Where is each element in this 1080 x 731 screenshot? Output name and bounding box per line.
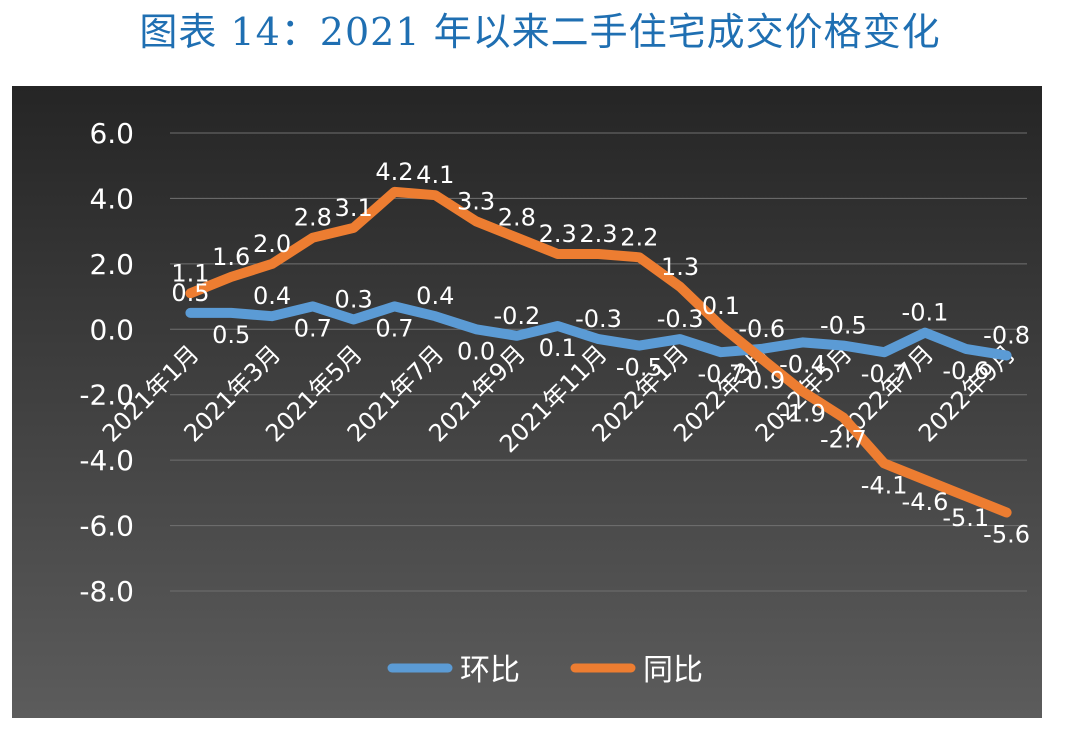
data-label: 3.1 <box>335 194 373 222</box>
data-label: -5.1 <box>942 504 989 532</box>
data-label: 4.2 <box>375 158 413 186</box>
data-label: 4.1 <box>416 161 454 189</box>
legend-label-mom: 环比 <box>460 653 520 688</box>
data-label: -4.6 <box>902 488 949 516</box>
y-axis-ticks: 6.0 4.0 2.0 0.0 -2.0 -4.0 -6.0 -8.0 <box>79 117 134 608</box>
data-label: 0.1 <box>539 334 577 362</box>
legend-label-yoy: 同比 <box>643 653 703 688</box>
y-tick-label: 0.0 <box>89 313 134 346</box>
data-label: 2.8 <box>294 204 332 232</box>
gridlines <box>170 132 1027 592</box>
data-label: 2.0 <box>253 230 291 258</box>
data-label: -0.9 <box>738 367 785 395</box>
y-tick-label: 6.0 <box>89 117 134 150</box>
series-line-mom <box>185 301 1012 361</box>
data-label: 0.1 <box>702 292 740 320</box>
y-tick-label: 2.0 <box>89 248 134 281</box>
data-label: 2.8 <box>498 204 536 232</box>
y-tick-label: -4.0 <box>79 444 134 477</box>
data-label: -4.1 <box>861 471 908 499</box>
data-label: 3.3 <box>457 187 495 215</box>
data-label: 2.3 <box>579 220 617 248</box>
y-tick-label: -2.0 <box>79 379 134 412</box>
data-label: 1.1 <box>171 259 209 287</box>
data-label: -0.7 <box>861 360 908 388</box>
data-label: -0.4 <box>779 350 826 378</box>
data-label: -0.6 <box>942 357 989 385</box>
legend[interactable]: 环比 同比 <box>387 653 703 688</box>
data-label: -1.9 <box>779 399 826 427</box>
data-label: -0.1 <box>902 299 949 327</box>
data-label: 0.7 <box>294 314 332 342</box>
data-label: 0.4 <box>416 282 454 310</box>
data-label: -0.5 <box>820 312 867 340</box>
y-tick-label: -6.0 <box>79 510 134 543</box>
data-label: -0.8 <box>983 321 1030 349</box>
data-label: 1.6 <box>212 243 250 271</box>
chart-background <box>12 86 1042 718</box>
data-label: 0.7 <box>375 314 413 342</box>
data-label: 0.0 <box>457 337 495 365</box>
data-label: 0.3 <box>335 285 373 313</box>
data-label: -5.6 <box>983 520 1030 548</box>
y-tick-label: -8.0 <box>79 575 134 608</box>
line-chart: 6.04.02.00.0-2.0-4.0-6.0-8.0 2021年1月2021… <box>12 86 1042 718</box>
data-label: -0.2 <box>493 302 540 330</box>
data-labels: 0.50.50.40.70.30.70.40.0-0.20.1-0.3-0.5-… <box>171 158 1030 549</box>
series-lines <box>185 186 1012 518</box>
data-label: -0.6 <box>738 315 785 343</box>
data-label: -0.3 <box>575 305 622 333</box>
series-line-yoy <box>185 186 1012 518</box>
data-label: 0.5 <box>171 279 209 307</box>
data-label: 1.3 <box>661 253 699 281</box>
chart-title: 图表 14：2021 年以来二手住宅成交价格变化 <box>139 10 941 54</box>
data-label: -2.7 <box>820 426 867 454</box>
data-label: -0.7 <box>698 360 745 388</box>
data-label: 2.3 <box>539 220 577 248</box>
data-label: 2.2 <box>620 223 658 251</box>
y-tick-label: 4.0 <box>89 182 134 215</box>
data-label: 0.5 <box>212 321 250 349</box>
data-label: -0.5 <box>616 354 663 382</box>
data-label: 0.4 <box>253 282 291 310</box>
data-label: -0.3 <box>657 305 704 333</box>
